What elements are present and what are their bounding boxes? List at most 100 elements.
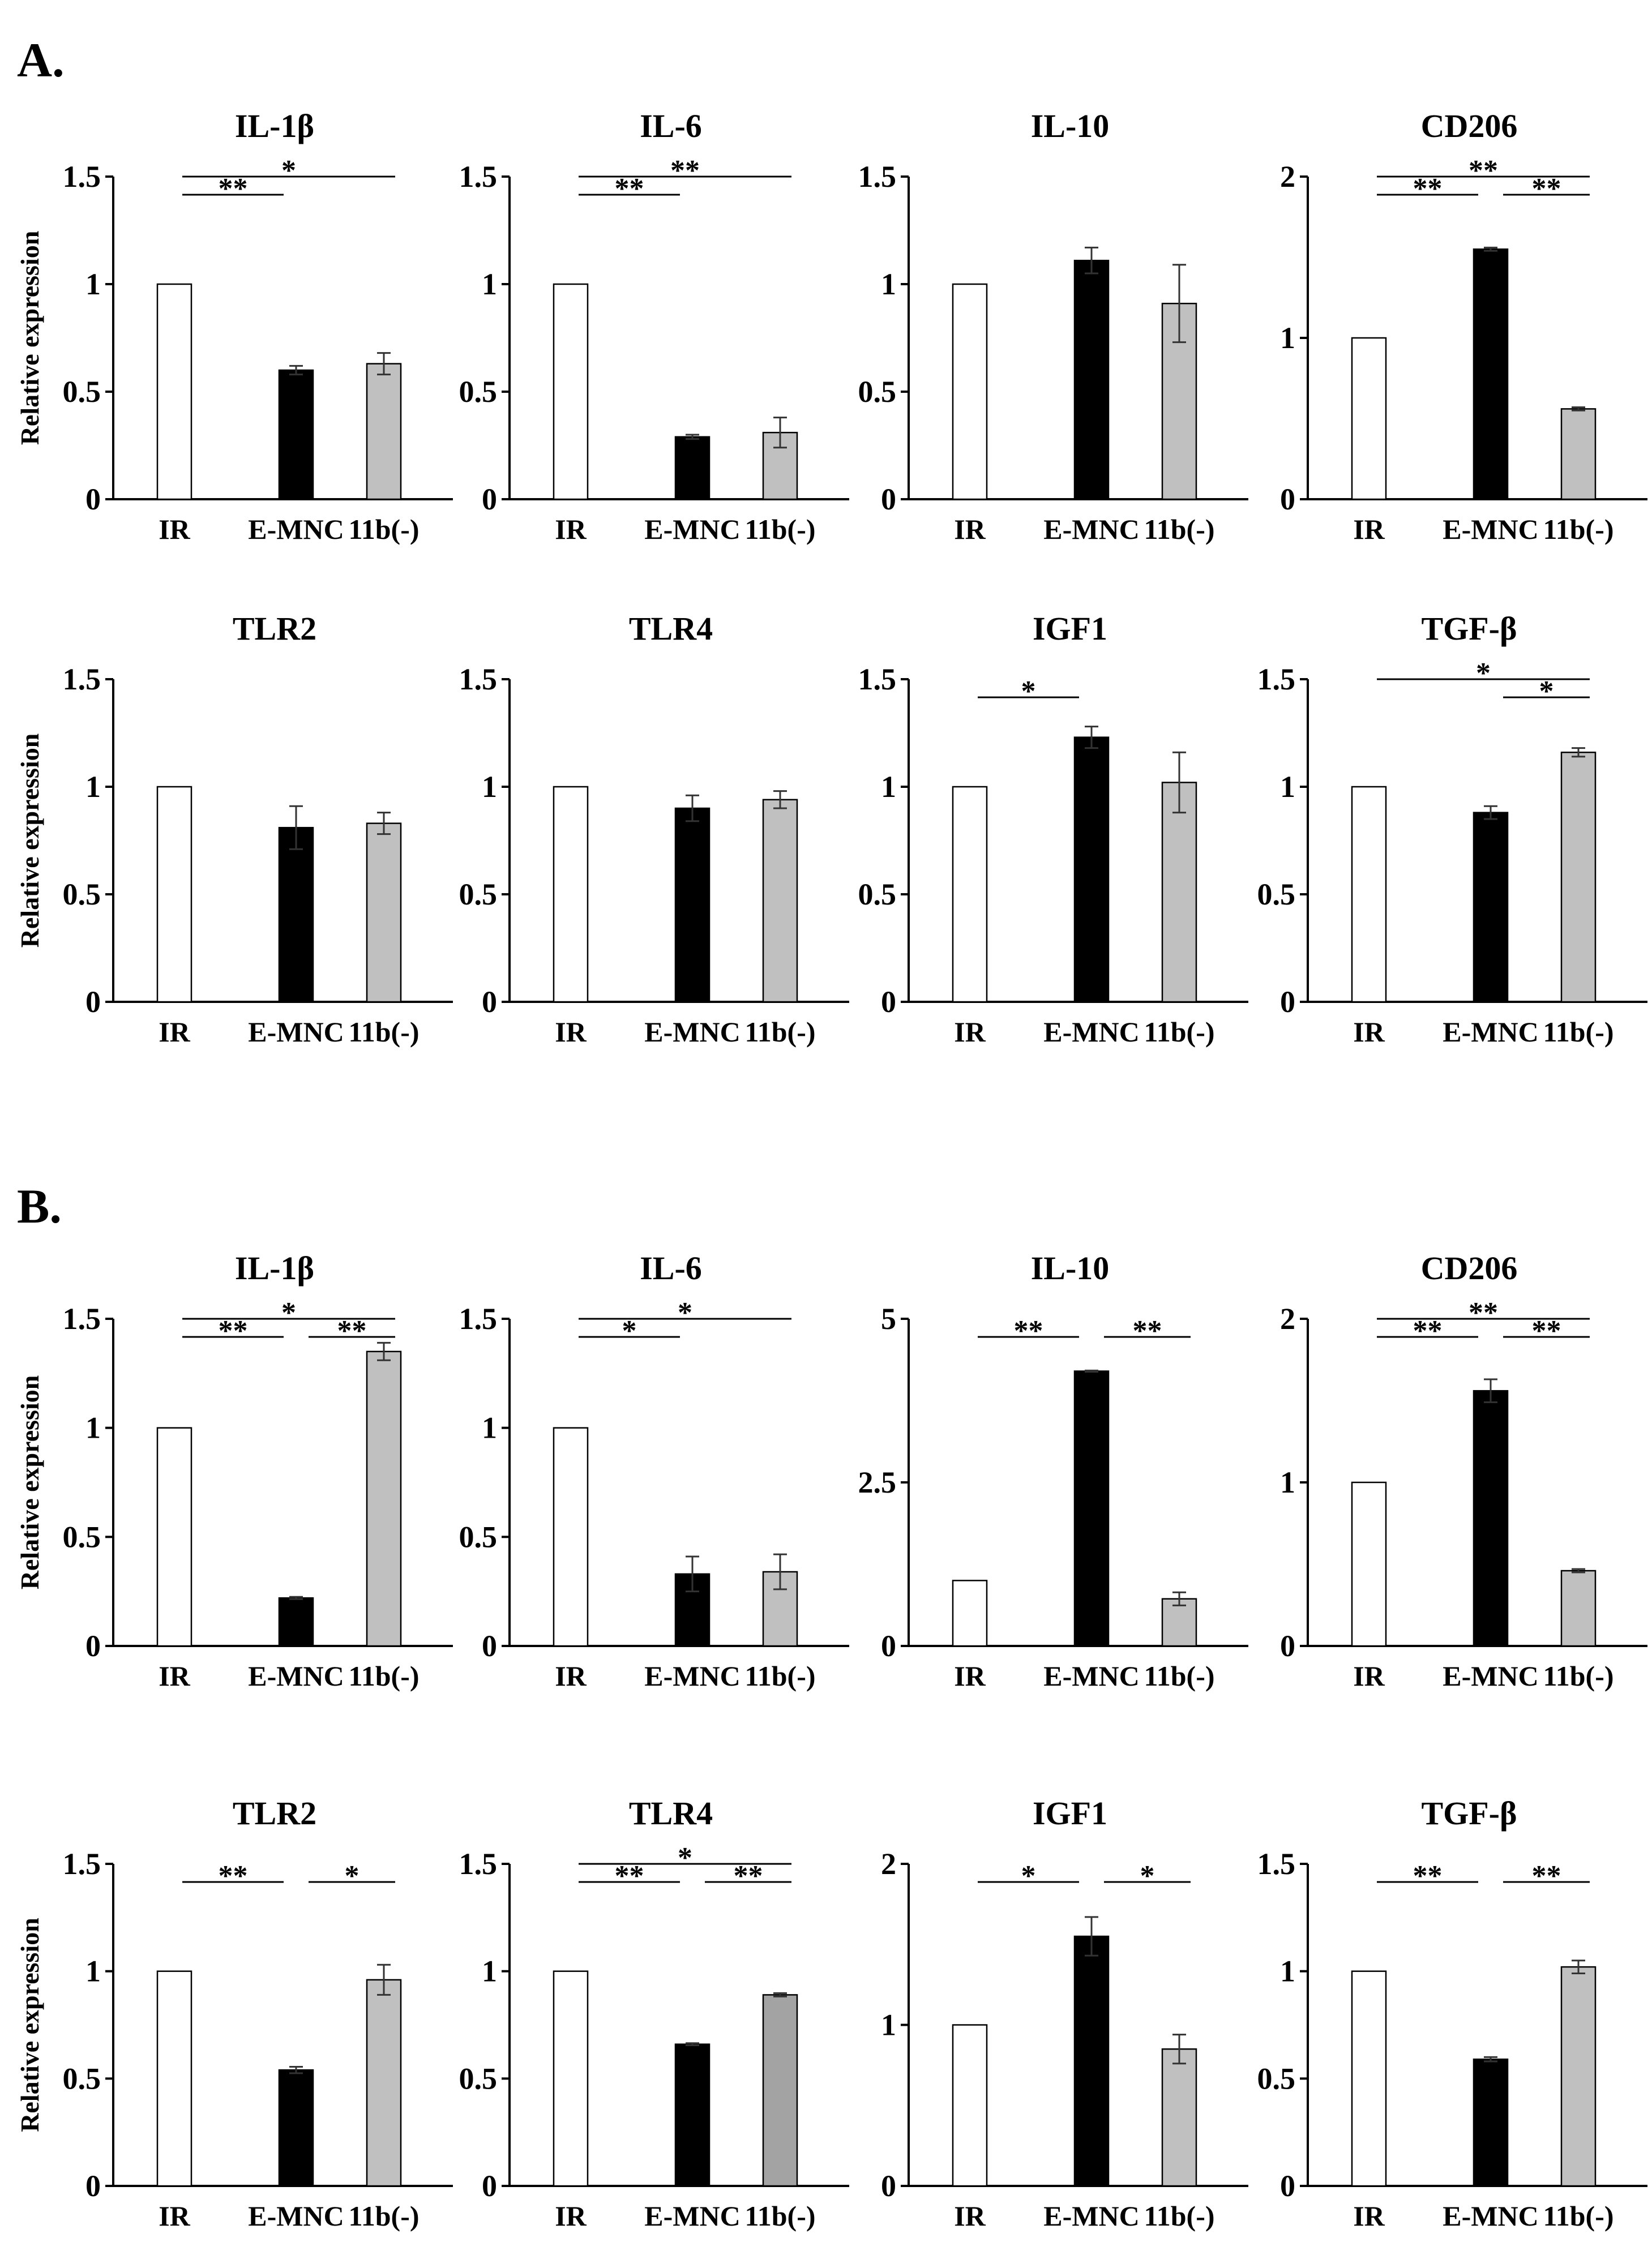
significance-0-2: ** xyxy=(1377,155,1590,187)
bar-11b xyxy=(366,363,402,500)
error-bar-e-mnc xyxy=(1085,726,1098,749)
y-tick-label: 1 xyxy=(85,1411,101,1445)
bar-e-mnc xyxy=(1073,1935,1110,2187)
category-label: E-MNC xyxy=(1443,1660,1538,1692)
bar-11b xyxy=(366,1350,402,1647)
significance-1-2: ** xyxy=(1503,1315,1590,1347)
chart-title: IL-6 xyxy=(640,1250,702,1287)
significance-1-2: ** xyxy=(1104,1315,1191,1347)
error-bar-11b xyxy=(773,417,787,449)
y-tick-label: 1.5 xyxy=(63,1847,101,1881)
bar-11b xyxy=(762,1994,798,2187)
bar-e-mnc xyxy=(1473,1390,1509,1647)
significance-label: ** xyxy=(1532,1315,1561,1347)
bar-11b xyxy=(1560,408,1597,500)
significance-label: ** xyxy=(670,155,700,187)
y-tick-label: 0 xyxy=(85,1629,101,1663)
y-tick-label: 5 xyxy=(881,1302,896,1336)
significance-0-1: ** xyxy=(182,1315,284,1347)
y-tick-label: 1 xyxy=(482,1411,497,1445)
category-label: 11b(-) xyxy=(1144,1016,1215,1048)
category-label: IR xyxy=(555,513,587,545)
category-label: IR xyxy=(954,513,986,545)
y-tick-label: 1.5 xyxy=(459,160,498,194)
bar-e-mnc xyxy=(1073,259,1110,500)
y-tick-label: 2 xyxy=(881,1847,896,1881)
category-label: 11b(-) xyxy=(1543,513,1614,545)
significance-0-2: ** xyxy=(1377,1297,1590,1329)
y-tick-label: 0.5 xyxy=(459,2061,498,2095)
significance-0-2: * xyxy=(1377,657,1590,689)
significance-0-1: ** xyxy=(1377,1315,1478,1347)
category-label: 11b(-) xyxy=(1144,513,1215,545)
y-tick-label: 0.5 xyxy=(1257,2061,1296,2095)
y-tick-label: 0.5 xyxy=(858,375,897,409)
category-label: IR xyxy=(954,1660,986,1692)
error-bar-e-mnc xyxy=(1085,1916,1098,1957)
y-tick-label: 0 xyxy=(1280,985,1295,1019)
y-tick-label: 0 xyxy=(85,985,101,1019)
category-label: E-MNC xyxy=(644,513,740,545)
error-bar-e-mnc xyxy=(1484,805,1497,820)
bar-11b xyxy=(1560,751,1597,1003)
bar-e-mnc xyxy=(1473,2058,1509,2187)
y-tick-label: 1 xyxy=(881,770,896,804)
category-label: E-MNC xyxy=(248,513,344,545)
significance-label: ** xyxy=(1014,1315,1043,1347)
chart-title: TLR2 xyxy=(233,610,316,647)
bar-ir xyxy=(156,1970,192,2187)
chart-title: IL-1β xyxy=(235,1250,314,1287)
significance-0-2: * xyxy=(579,1842,791,1874)
chart-b-igf1: IGF1 0 1 2 IR E-MNC 11b(-) * * xyxy=(881,1795,1248,2232)
bar-11b xyxy=(1161,782,1197,1003)
category-label: IR xyxy=(1353,1660,1385,1692)
significance-label: ** xyxy=(219,1315,248,1347)
category-label: IR xyxy=(555,2200,587,2232)
error-bar-11b xyxy=(1572,747,1585,758)
y-tick-label: 1.5 xyxy=(63,1302,101,1336)
significance-0-1: * xyxy=(978,675,1079,708)
category-label: E-MNC xyxy=(1443,1016,1538,1048)
y-tick-label: 1.5 xyxy=(459,1847,498,1881)
bar-ir xyxy=(952,1580,988,1647)
category-label: IR xyxy=(1353,513,1385,545)
category-label: IR xyxy=(159,1016,190,1048)
significance-1-2: * xyxy=(1104,1860,1191,1892)
error-bar-11b xyxy=(377,352,391,376)
bar-e-mnc xyxy=(1473,812,1509,1003)
bar-e-mnc xyxy=(278,826,314,1003)
error-bar-11b xyxy=(1572,1960,1585,1974)
y-tick-label: 1.5 xyxy=(1257,662,1296,696)
error-bar-11b xyxy=(1172,2034,1186,2065)
y-tick-label: 1 xyxy=(85,267,101,301)
significance-0-1: ** xyxy=(1377,173,1478,205)
category-label: 11b(-) xyxy=(1144,1660,1215,1692)
y-tick-label: 0.5 xyxy=(63,375,101,409)
y-tick-label: 1 xyxy=(482,267,497,301)
category-label: 11b(-) xyxy=(1543,1016,1614,1048)
bar-ir xyxy=(952,786,988,1003)
significance-label: ** xyxy=(1469,1297,1498,1329)
bar-ir xyxy=(156,786,192,1003)
category-label: IR xyxy=(555,1660,587,1692)
y-tick-label: 1 xyxy=(881,2008,896,2042)
y-tick-label: 0.5 xyxy=(63,1520,101,1554)
error-bar-11b xyxy=(1572,1568,1585,1574)
chart-b-cd206: CD206 0 1 2 IR E-MNC 11b(-) ** ** ** xyxy=(1280,1250,1647,1692)
bar-e-mnc xyxy=(1473,248,1509,500)
significance-label: * xyxy=(281,1297,296,1329)
y-tick-label: 0 xyxy=(1280,2169,1295,2203)
y-tick-label: 1 xyxy=(881,267,896,301)
significance-label: ** xyxy=(1413,1860,1443,1892)
bar-e-mnc xyxy=(278,1597,314,1647)
error-bar-e-mnc xyxy=(1484,246,1497,252)
y-tick-label: 1.5 xyxy=(459,1302,498,1336)
significance-label: * xyxy=(678,1297,692,1329)
significance-1-2: * xyxy=(309,1860,395,1892)
error-bar-11b xyxy=(377,812,391,835)
y-tick-label: 0 xyxy=(482,1629,497,1663)
category-label: 11b(-) xyxy=(745,513,816,545)
bar-e-mnc xyxy=(1073,736,1110,1003)
error-bar-11b xyxy=(1172,751,1186,814)
category-label: E-MNC xyxy=(248,2200,344,2232)
